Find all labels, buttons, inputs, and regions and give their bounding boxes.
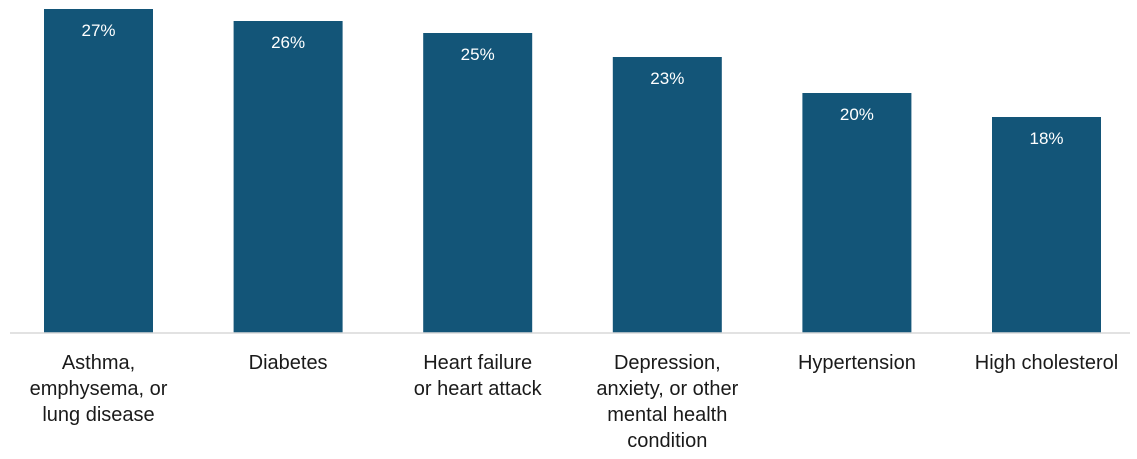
category-label-line: condition — [627, 430, 707, 452]
category-label-5: High cholesterol — [975, 352, 1118, 374]
value-label-1: 26% — [271, 33, 305, 52]
bar-5 — [992, 117, 1101, 333]
bar-2 — [423, 33, 533, 333]
value-label-2: 25% — [461, 45, 495, 64]
value-label-0: 27% — [81, 21, 115, 40]
bar-1 — [233, 21, 343, 333]
category-label-line: High cholesterol — [975, 352, 1118, 374]
value-label-3: 23% — [650, 69, 684, 88]
category-label-4: Hypertension — [798, 352, 916, 374]
category-label-line: emphysema, or — [30, 378, 168, 400]
value-labels-group: 27% 26% 25% 23% 20% 18% — [81, 21, 1063, 148]
category-label-2: Heart failure or heart attack — [414, 352, 543, 400]
value-label-5: 18% — [1029, 129, 1063, 148]
category-label-line: anxiety, or other — [596, 378, 738, 400]
category-label-1: Diabetes — [249, 352, 328, 374]
category-label-line: Heart failure — [423, 352, 532, 374]
bar-0 — [44, 9, 153, 333]
category-label-line: or heart attack — [414, 378, 543, 400]
category-label-line: Diabetes — [249, 352, 328, 374]
category-label-line: lung disease — [42, 404, 154, 426]
category-label-line: Hypertension — [798, 352, 916, 374]
category-label-line: Depression, — [614, 352, 721, 374]
category-label-0: Asthma, emphysema, or lung disease — [30, 352, 168, 426]
value-label-4: 20% — [840, 105, 874, 124]
bars-group — [44, 9, 1101, 333]
bar-4 — [802, 93, 912, 333]
category-labels-group: Asthma, emphysema, or lung disease Diabetes… — [30, 352, 1119, 452]
category-label-3: Depression, anxiety, or other mental healt… — [596, 352, 738, 452]
category-label-line: mental health — [607, 404, 727, 426]
bar-3 — [612, 57, 722, 333]
category-label-line: Asthma, — [62, 352, 135, 374]
